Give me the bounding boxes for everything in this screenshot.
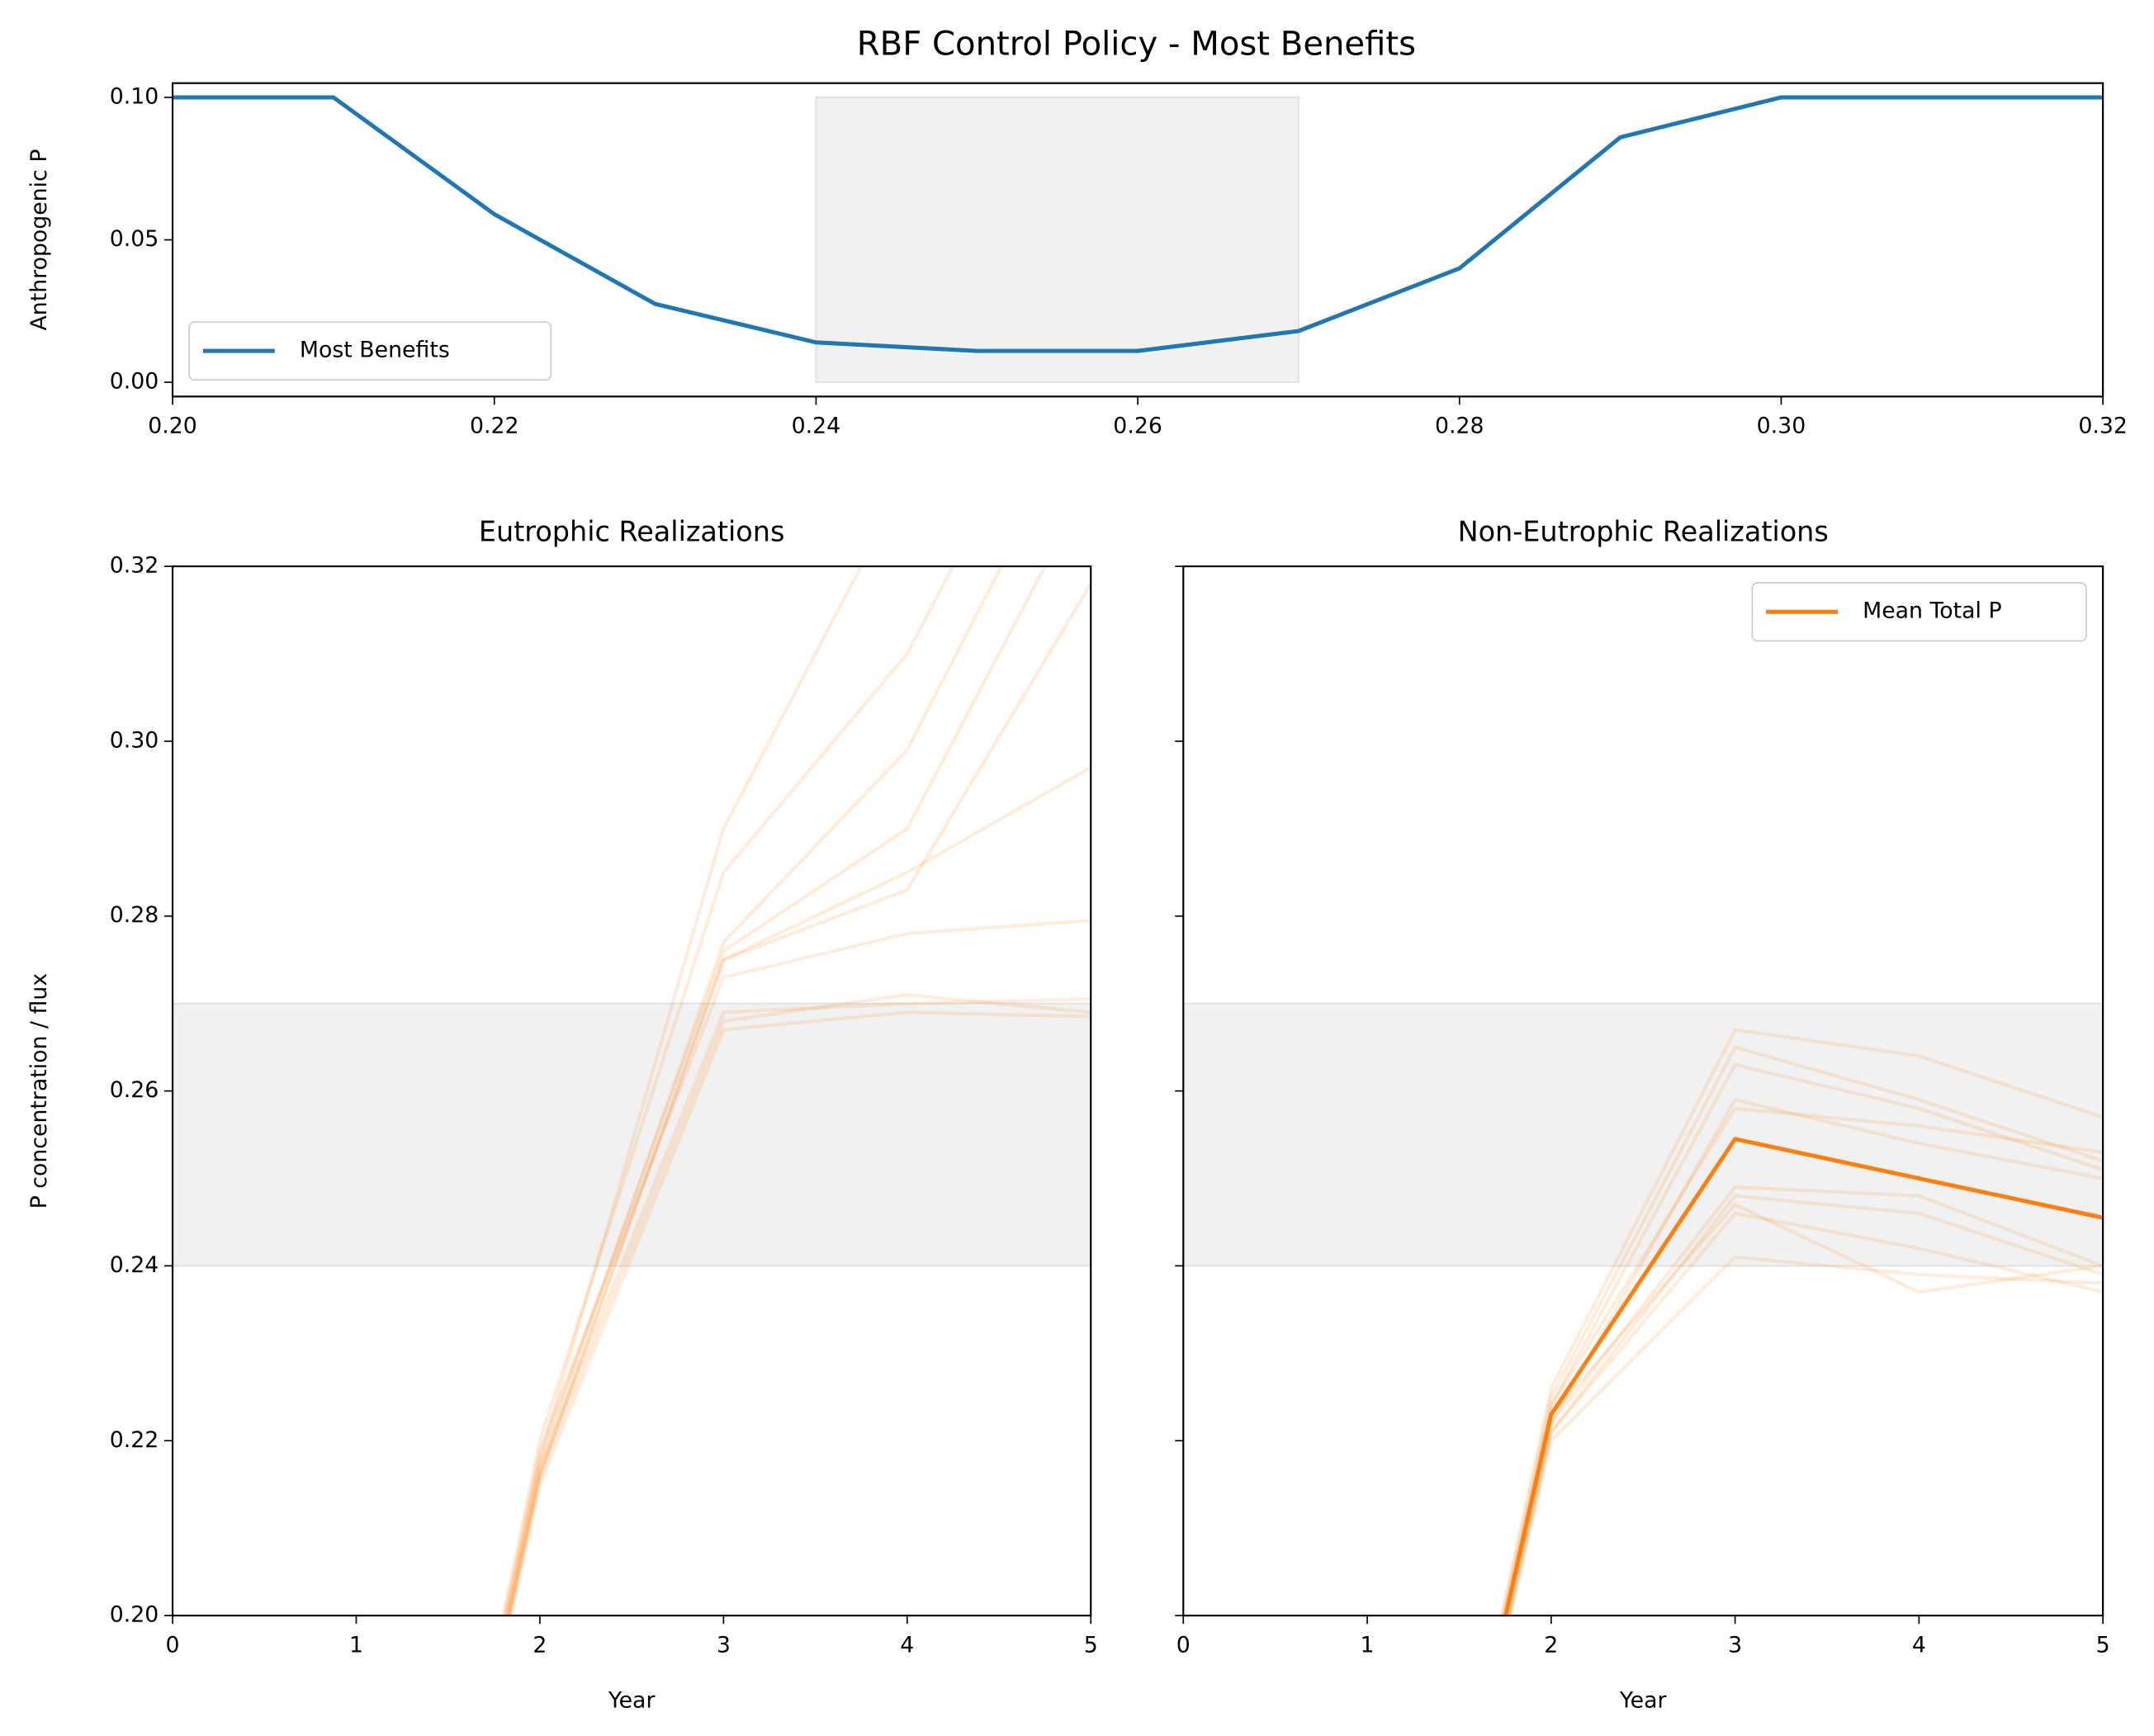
figure-title: RBF Control Policy - Most Benefits xyxy=(857,26,1416,64)
y-tick-label: 0.26 xyxy=(110,1077,159,1103)
legend-label: Most Benefits xyxy=(300,338,450,363)
y-tick-label: 0.10 xyxy=(110,83,159,109)
legend-label: Mean Total P xyxy=(1863,598,2002,624)
realization-line xyxy=(501,566,955,1616)
y-tick-label: 0.20 xyxy=(110,1602,159,1628)
realization-line xyxy=(1501,1045,2104,1616)
realization-line xyxy=(1499,1028,2104,1616)
x-axis-label: Year xyxy=(1619,1687,1667,1713)
axes-title: Non-Eutrophic Realizations xyxy=(1458,515,1829,547)
realization-line xyxy=(507,583,1091,1616)
y-tick-label: 0.00 xyxy=(110,369,159,395)
realization-line xyxy=(507,765,1091,1616)
realization-line xyxy=(1503,1203,2104,1616)
x-tick-label: 0 xyxy=(1176,1632,1191,1658)
series-line xyxy=(173,95,2104,353)
x-tick-label: 1 xyxy=(349,1632,363,1658)
y-tick-label: 0.28 xyxy=(110,902,159,928)
realization-line xyxy=(507,992,1091,1616)
x-tick-label: 0.22 xyxy=(470,414,519,439)
shaded-region xyxy=(815,96,1300,384)
x-tick-label: 0.20 xyxy=(148,414,197,439)
x-tick-label: 3 xyxy=(717,1632,731,1658)
y-tick-label: 0.30 xyxy=(110,727,159,753)
y-tick-label: 0.24 xyxy=(110,1252,159,1278)
x-tick-label: 4 xyxy=(900,1632,914,1658)
x-tick-label: 0.30 xyxy=(1757,414,1806,439)
x-tick-label: 5 xyxy=(1084,1632,1098,1658)
realization-line xyxy=(503,918,1091,1616)
legend-box xyxy=(188,321,552,381)
x-tick-label: 2 xyxy=(1544,1632,1558,1658)
plot-area xyxy=(1183,1002,2104,1616)
y-tick-label: 0.05 xyxy=(110,226,159,252)
x-tick-label: 3 xyxy=(1728,1632,1742,1658)
realization-line xyxy=(505,566,1004,1616)
realization-line xyxy=(1505,1098,2104,1616)
x-tick-label: 0.26 xyxy=(1113,414,1162,439)
x-axis-label: Year xyxy=(608,1687,656,1713)
y-axis-label: Anthropogenic P xyxy=(26,149,52,331)
realization-line xyxy=(504,566,1047,1616)
y-tick-label: 0.22 xyxy=(110,1427,159,1453)
x-tick-label: 0 xyxy=(166,1632,180,1658)
realization-line xyxy=(1507,1211,2104,1616)
plot-area xyxy=(173,566,1091,1616)
realization-line xyxy=(1505,1185,2104,1616)
shaded-region xyxy=(1183,1002,2104,1267)
shaded-region xyxy=(173,1002,1091,1267)
realization-line xyxy=(1507,1194,2104,1616)
series-line xyxy=(1503,1137,2104,1616)
legend-box xyxy=(1751,582,2087,642)
x-tick-label: 2 xyxy=(533,1632,547,1658)
realization-line xyxy=(505,997,1091,1616)
realization-line xyxy=(509,1010,1091,1616)
realization-line xyxy=(1502,1106,2104,1616)
realization-line xyxy=(1508,1255,2104,1616)
x-tick-label: 0.32 xyxy=(2078,414,2128,439)
y-tick-label: 0.32 xyxy=(110,553,159,579)
axes-title: Eutrophic Realizations xyxy=(479,515,785,547)
plot-area xyxy=(173,95,2104,384)
x-tick-label: 0.28 xyxy=(1435,414,1484,439)
x-tick-label: 4 xyxy=(1912,1632,1926,1658)
realization-line xyxy=(504,566,864,1616)
x-tick-label: 5 xyxy=(2096,1632,2110,1658)
realization-line xyxy=(1502,1062,2104,1616)
x-tick-label: 0.24 xyxy=(792,414,841,439)
y-axis-label: P concentration / flux xyxy=(26,973,52,1209)
x-tick-label: 1 xyxy=(1361,1632,1375,1658)
